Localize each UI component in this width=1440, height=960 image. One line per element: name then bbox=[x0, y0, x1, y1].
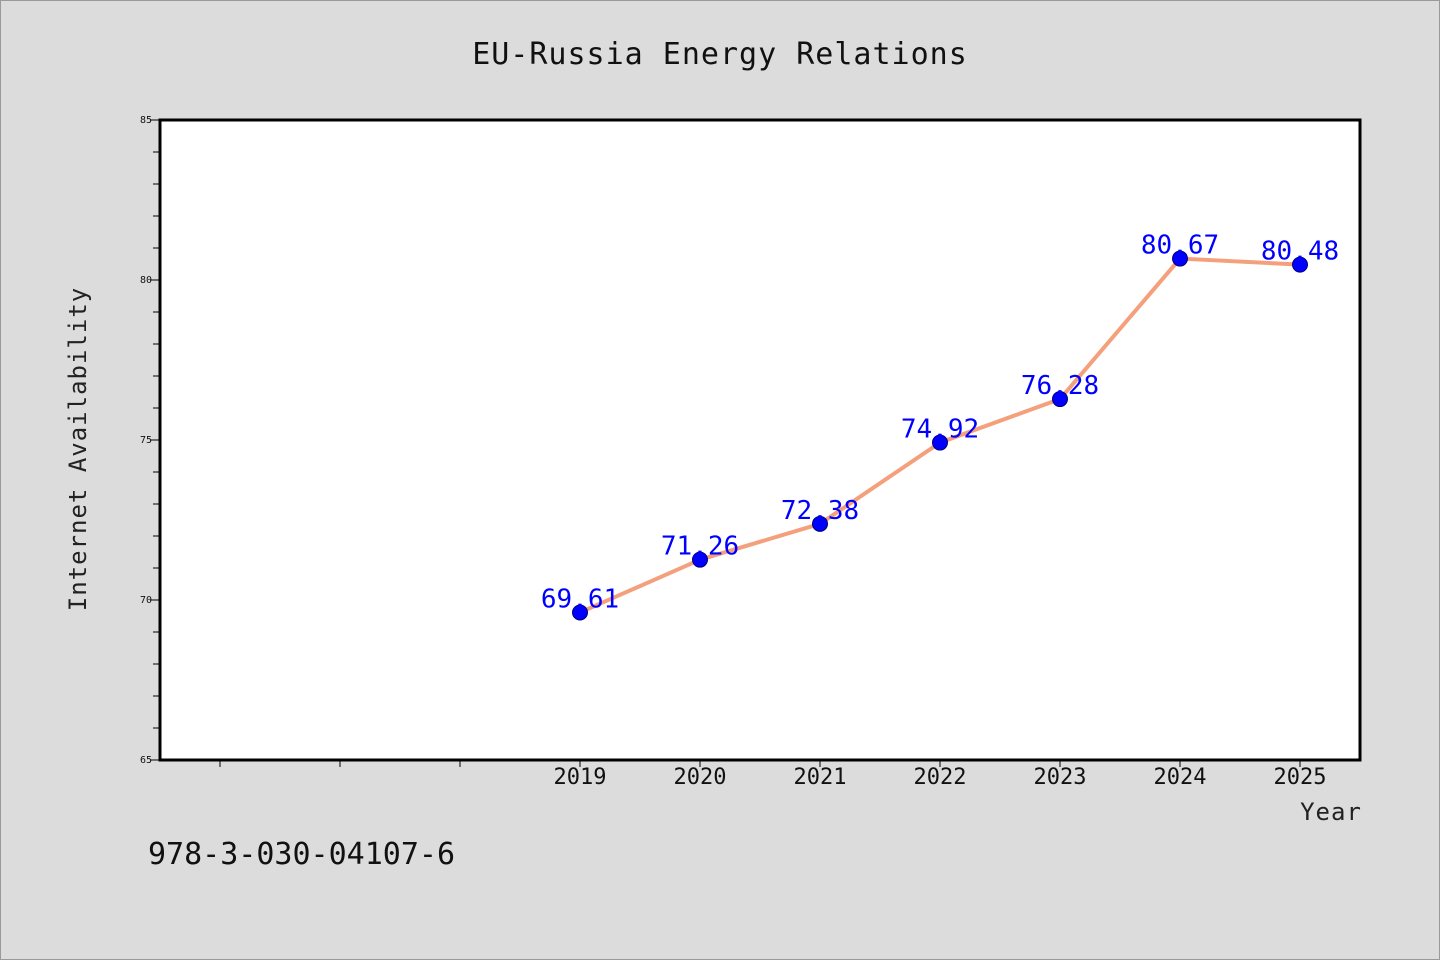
plot-area bbox=[158, 118, 1362, 762]
data-point bbox=[932, 434, 948, 451]
x-tick-label: 2024 bbox=[1154, 765, 1207, 790]
x-axis-label: Year bbox=[1300, 798, 1362, 826]
x-tick-label: 2019 bbox=[554, 765, 607, 790]
data-label: 76.28 bbox=[1021, 371, 1099, 401]
data-label: 72.38 bbox=[781, 496, 859, 526]
series-layer: 69.61 71.26 72.38 74.92 76.28 80.67 80.48 bbox=[541, 231, 1339, 621]
x-tick-label: 2022 bbox=[914, 765, 967, 790]
data-point bbox=[1052, 391, 1068, 408]
x-tick-label: 2025 bbox=[1274, 765, 1327, 790]
y-axis: 65 70 75 80 85 bbox=[140, 115, 160, 766]
x-tick-label: 2021 bbox=[794, 765, 847, 790]
data-point bbox=[572, 604, 588, 621]
y-tick-label: 65 bbox=[140, 755, 152, 766]
y-tick-label: 80 bbox=[140, 275, 152, 286]
data-point bbox=[1292, 256, 1308, 273]
y-axis-label: Internet Availability bbox=[64, 287, 92, 611]
data-label: 71.26 bbox=[661, 532, 739, 562]
y-tick-label: 85 bbox=[140, 115, 152, 126]
chart-title: EU-Russia Energy Relations bbox=[472, 37, 968, 72]
data-point bbox=[812, 515, 828, 532]
x-axis: 2019 2020 2021 2022 2023 2024 2025 bbox=[219, 760, 1327, 790]
data-label: 80.67 bbox=[1141, 231, 1219, 261]
data-label: 74.92 bbox=[901, 415, 979, 445]
x-tick-label: 2020 bbox=[674, 765, 727, 790]
x-tick-label: 2023 bbox=[1034, 765, 1087, 790]
data-point bbox=[1172, 250, 1188, 267]
y-tick-label: 75 bbox=[140, 435, 152, 446]
data-point bbox=[692, 551, 708, 568]
data-label: 80.48 bbox=[1261, 237, 1339, 267]
data-label: 69.61 bbox=[541, 584, 619, 614]
isbn-text: 978-3-030-04107-6 bbox=[148, 837, 455, 872]
y-tick-label: 70 bbox=[140, 595, 152, 606]
